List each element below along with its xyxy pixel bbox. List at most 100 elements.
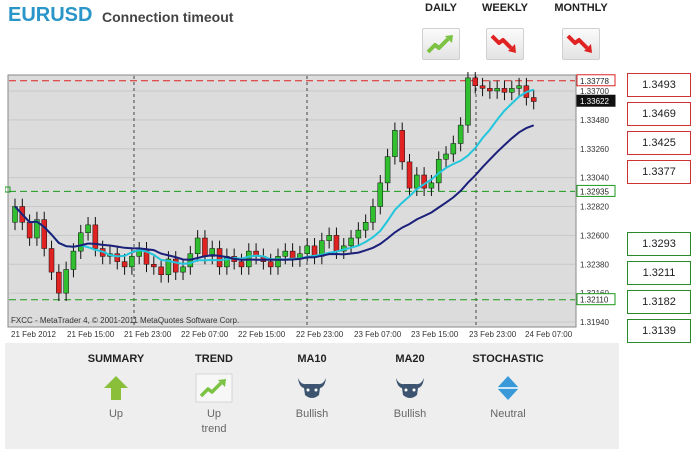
ma20-line <box>14 124 535 261</box>
candle-body <box>414 174 420 189</box>
indicator-ma20: MA20 Bullish <box>365 353 455 422</box>
trend-up-icon <box>194 373 234 403</box>
indicator-value-line2: trend <box>201 423 227 435</box>
x-tick-label: 23 Feb 23:00 <box>469 330 517 339</box>
candle-body <box>530 97 537 102</box>
indicator-summary: SUMMARY Up <box>71 353 161 422</box>
indicator-title: MA10 <box>297 353 327 365</box>
candle-body <box>333 235 340 252</box>
support-level-4: 1.3139 <box>627 319 691 343</box>
candle-body <box>479 85 486 89</box>
bull-icon <box>390 373 430 403</box>
trend-down-icon[interactable] <box>562 28 600 60</box>
candle-body <box>129 256 135 268</box>
price-tag-box <box>576 94 616 107</box>
indicator-title: TREND <box>195 353 233 365</box>
indicator-value: Bullish <box>295 408 329 420</box>
timeframe-monthly[interactable]: MONTHLY <box>549 2 613 60</box>
candle-body <box>487 88 493 92</box>
candle-body <box>158 266 164 275</box>
candle-body <box>70 250 77 270</box>
indicator-trend: TREND Up trend <box>169 353 259 437</box>
trend-down-icon[interactable] <box>486 28 524 60</box>
candle-body <box>509 88 515 93</box>
indicator-title: SUMMARY <box>87 353 145 365</box>
candle-body <box>48 248 55 273</box>
candle-body <box>355 229 362 239</box>
x-tick-label: 21 Feb 23:00 <box>124 330 172 339</box>
price-chart[interactable]: 1.33700 1.33480 1.33260 1.33040 1.32820 1.326… <box>5 72 619 342</box>
candle-body <box>209 248 215 257</box>
candle-body <box>501 88 508 93</box>
candle-body <box>516 85 522 89</box>
trend-up-icon[interactable] <box>422 28 460 60</box>
y-tick-label: 1.33480 <box>580 116 609 125</box>
candle-body <box>472 77 478 86</box>
timeframe-label: DAILY <box>425 2 457 14</box>
candle-body <box>172 258 179 273</box>
diamond-icon <box>488 373 528 403</box>
candle-body <box>180 266 186 273</box>
indicator-title: MA20 <box>395 353 425 365</box>
candle-body <box>114 253 121 262</box>
candle-body <box>370 206 376 223</box>
candle-body <box>63 269 69 294</box>
candle-body <box>216 248 223 268</box>
candle-body <box>384 156 391 184</box>
y-tick-label: 1.33260 <box>580 145 609 154</box>
price-tag-box <box>576 74 616 87</box>
chart-watermark: FXCC - MetaTrader 4, © 2001-2011 MetaQuo… <box>11 316 239 325</box>
candle-body <box>194 237 201 254</box>
candle-body <box>41 219 47 249</box>
x-tick-label: 24 Feb 07:00 <box>525 330 573 339</box>
candle-body <box>34 219 40 239</box>
support-level-2: 1.3211 <box>627 261 691 285</box>
y-tick-label: 1.33040 <box>580 174 609 183</box>
candle-body <box>85 224 91 233</box>
timeframe-daily[interactable]: DAILY <box>409 2 473 60</box>
candle-body <box>267 261 274 268</box>
indicator-title: STOCHASTIC <box>472 353 544 365</box>
y-tick-label: 1.32600 <box>580 231 609 240</box>
price-tag-label: 1.32110 <box>580 296 609 305</box>
x-tick-label: 22 Feb 07:00 <box>181 330 229 339</box>
candle-body <box>202 237 208 257</box>
indicator-value: Neutral <box>490 408 526 420</box>
candle-body <box>465 77 471 126</box>
resistance-level-3: 1.3425 <box>627 131 691 155</box>
y-tick-label: 1.32820 <box>580 203 609 212</box>
price-tag-label: 1.33622 <box>580 97 609 106</box>
candle-body <box>151 264 157 268</box>
indicator-stochastic: STOCHASTIC Neutral <box>463 353 553 422</box>
candle-body <box>121 261 128 268</box>
bull-icon <box>292 373 332 403</box>
symbol-title: EURUSD <box>8 4 93 26</box>
candle-body <box>494 88 500 92</box>
candle-body <box>165 258 172 275</box>
price-tag-box <box>576 293 616 306</box>
candle-body <box>92 224 99 249</box>
y-tick-label: 1.33700 <box>580 87 609 96</box>
candle-body <box>275 256 281 268</box>
x-tick-label: 23 Feb 07:00 <box>354 330 402 339</box>
candle-body <box>362 222 369 231</box>
support-level-1: 1.3293 <box>627 232 691 256</box>
x-tick-label: 22 Feb 23:00 <box>296 330 344 339</box>
timeframe-weekly[interactable]: WEEKLY <box>473 2 537 60</box>
candle-body <box>428 182 435 189</box>
indicator-value: Up <box>108 408 124 420</box>
support-level-3: 1.3182 <box>627 290 691 314</box>
candle-body <box>457 124 464 144</box>
candle-body <box>304 245 310 254</box>
indicator-value: Bullish <box>393 408 427 420</box>
chart-plot-area <box>7 74 577 328</box>
candle-body <box>326 235 332 241</box>
candle-body <box>443 153 449 160</box>
x-tick-label: 23 Feb 15:00 <box>411 330 459 339</box>
y-tick-label: 1.31940 <box>580 318 609 327</box>
candle-body <box>282 250 289 257</box>
candle-body <box>406 161 413 189</box>
resistance-level-2: 1.3469 <box>627 102 691 126</box>
timeframe-label: WEEKLY <box>481 2 529 14</box>
x-tick-label: 21 Feb 2012 <box>11 330 56 339</box>
